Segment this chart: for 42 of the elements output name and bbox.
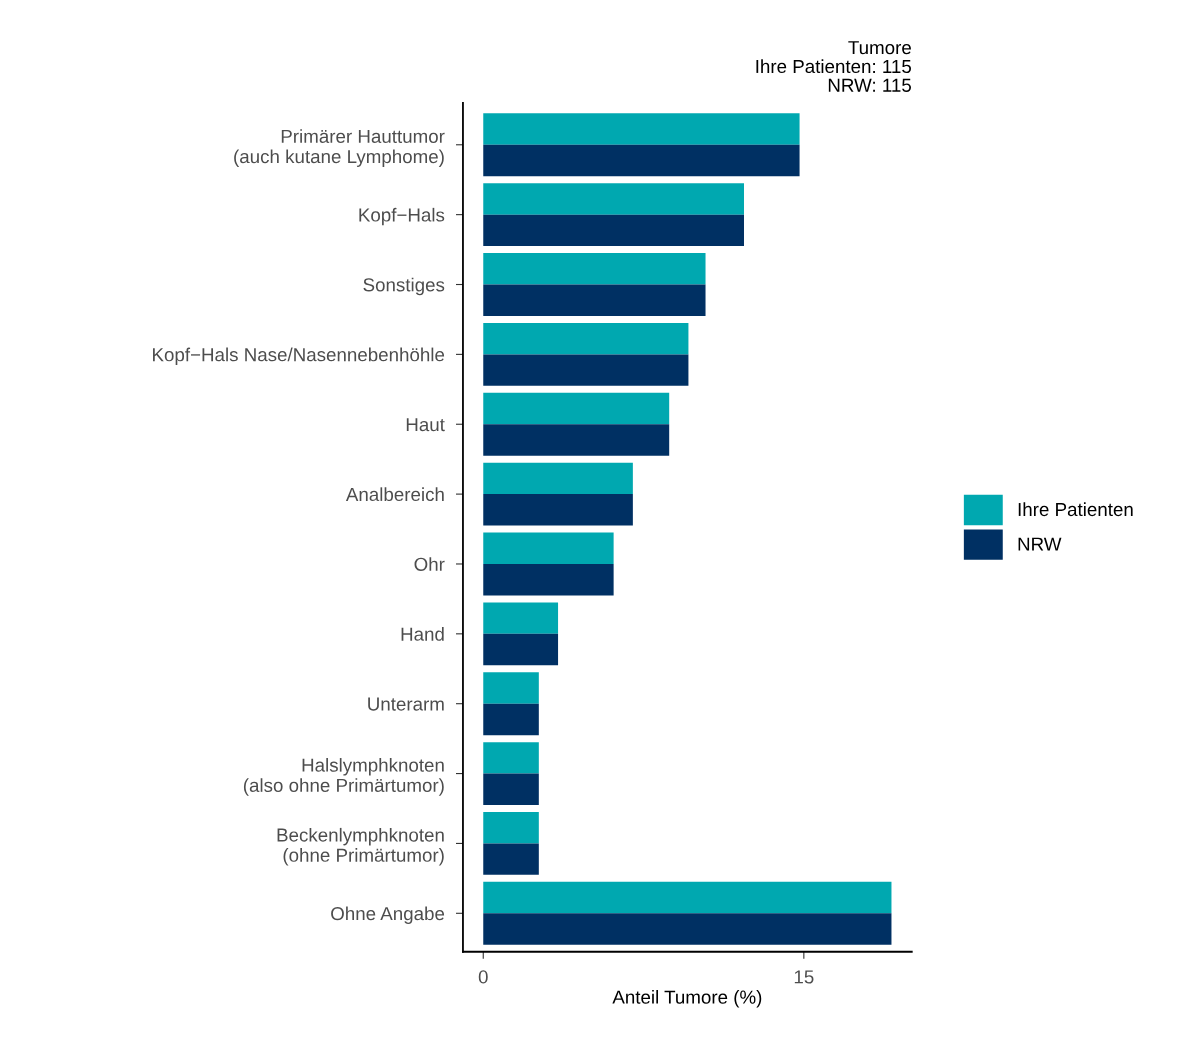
bar bbox=[483, 602, 559, 634]
y-tick-label: Analbereich bbox=[345, 487, 444, 502]
y-tick-label: Ohr bbox=[414, 557, 445, 571]
chart-title: Tumore Ihre Patienten: 115 NRW: 115 bbox=[756, 41, 911, 92]
legend-label: Ihre Patienten bbox=[1018, 502, 1133, 517]
y-tick-label: Primärer Hauttumor (auch kutane Lymphome) bbox=[234, 129, 445, 167]
bar bbox=[483, 113, 800, 145]
bar bbox=[483, 913, 892, 945]
bar bbox=[483, 354, 689, 386]
bar bbox=[483, 532, 614, 564]
legend-label: NRW bbox=[1018, 537, 1062, 551]
bar bbox=[483, 672, 539, 704]
bar bbox=[483, 424, 670, 456]
bar bbox=[483, 773, 539, 806]
bar bbox=[483, 462, 633, 495]
x-tick-label: 0 bbox=[478, 970, 488, 984]
bar bbox=[483, 284, 706, 316]
y-tick-label: Unterarm bbox=[368, 697, 444, 711]
bar bbox=[483, 322, 689, 355]
bar bbox=[483, 253, 706, 285]
bar bbox=[483, 144, 800, 177]
bar bbox=[483, 811, 539, 844]
bar bbox=[483, 703, 539, 736]
bar bbox=[483, 392, 670, 425]
y-tick-label: Hand bbox=[401, 627, 444, 641]
y-tick-label: Sonstiges bbox=[363, 277, 445, 296]
y-tick-label: Beckenlymphknoten (ohne Primärtumor) bbox=[277, 827, 444, 866]
bar bbox=[483, 214, 744, 247]
bar bbox=[483, 494, 633, 526]
bar bbox=[483, 881, 892, 914]
y-tick-label: Kopf−Hals bbox=[359, 207, 445, 226]
x-axis-title: Anteil Tumore (%) bbox=[612, 990, 762, 1008]
y-tick-label: Halslymphknoten (also ohne Primärtumor) bbox=[243, 758, 444, 796]
y-tick-label: Haut bbox=[406, 418, 445, 432]
bar bbox=[483, 183, 744, 215]
x-tick-label: 15 bbox=[794, 970, 814, 984]
bar bbox=[483, 843, 539, 875]
y-tick-label: Kopf−Hals Nase/Nasennebenhöhle bbox=[153, 347, 445, 366]
y-tick-label: Ohne Angabe bbox=[331, 906, 445, 924]
bar bbox=[483, 563, 614, 596]
bar bbox=[483, 742, 539, 774]
bar bbox=[483, 633, 559, 666]
